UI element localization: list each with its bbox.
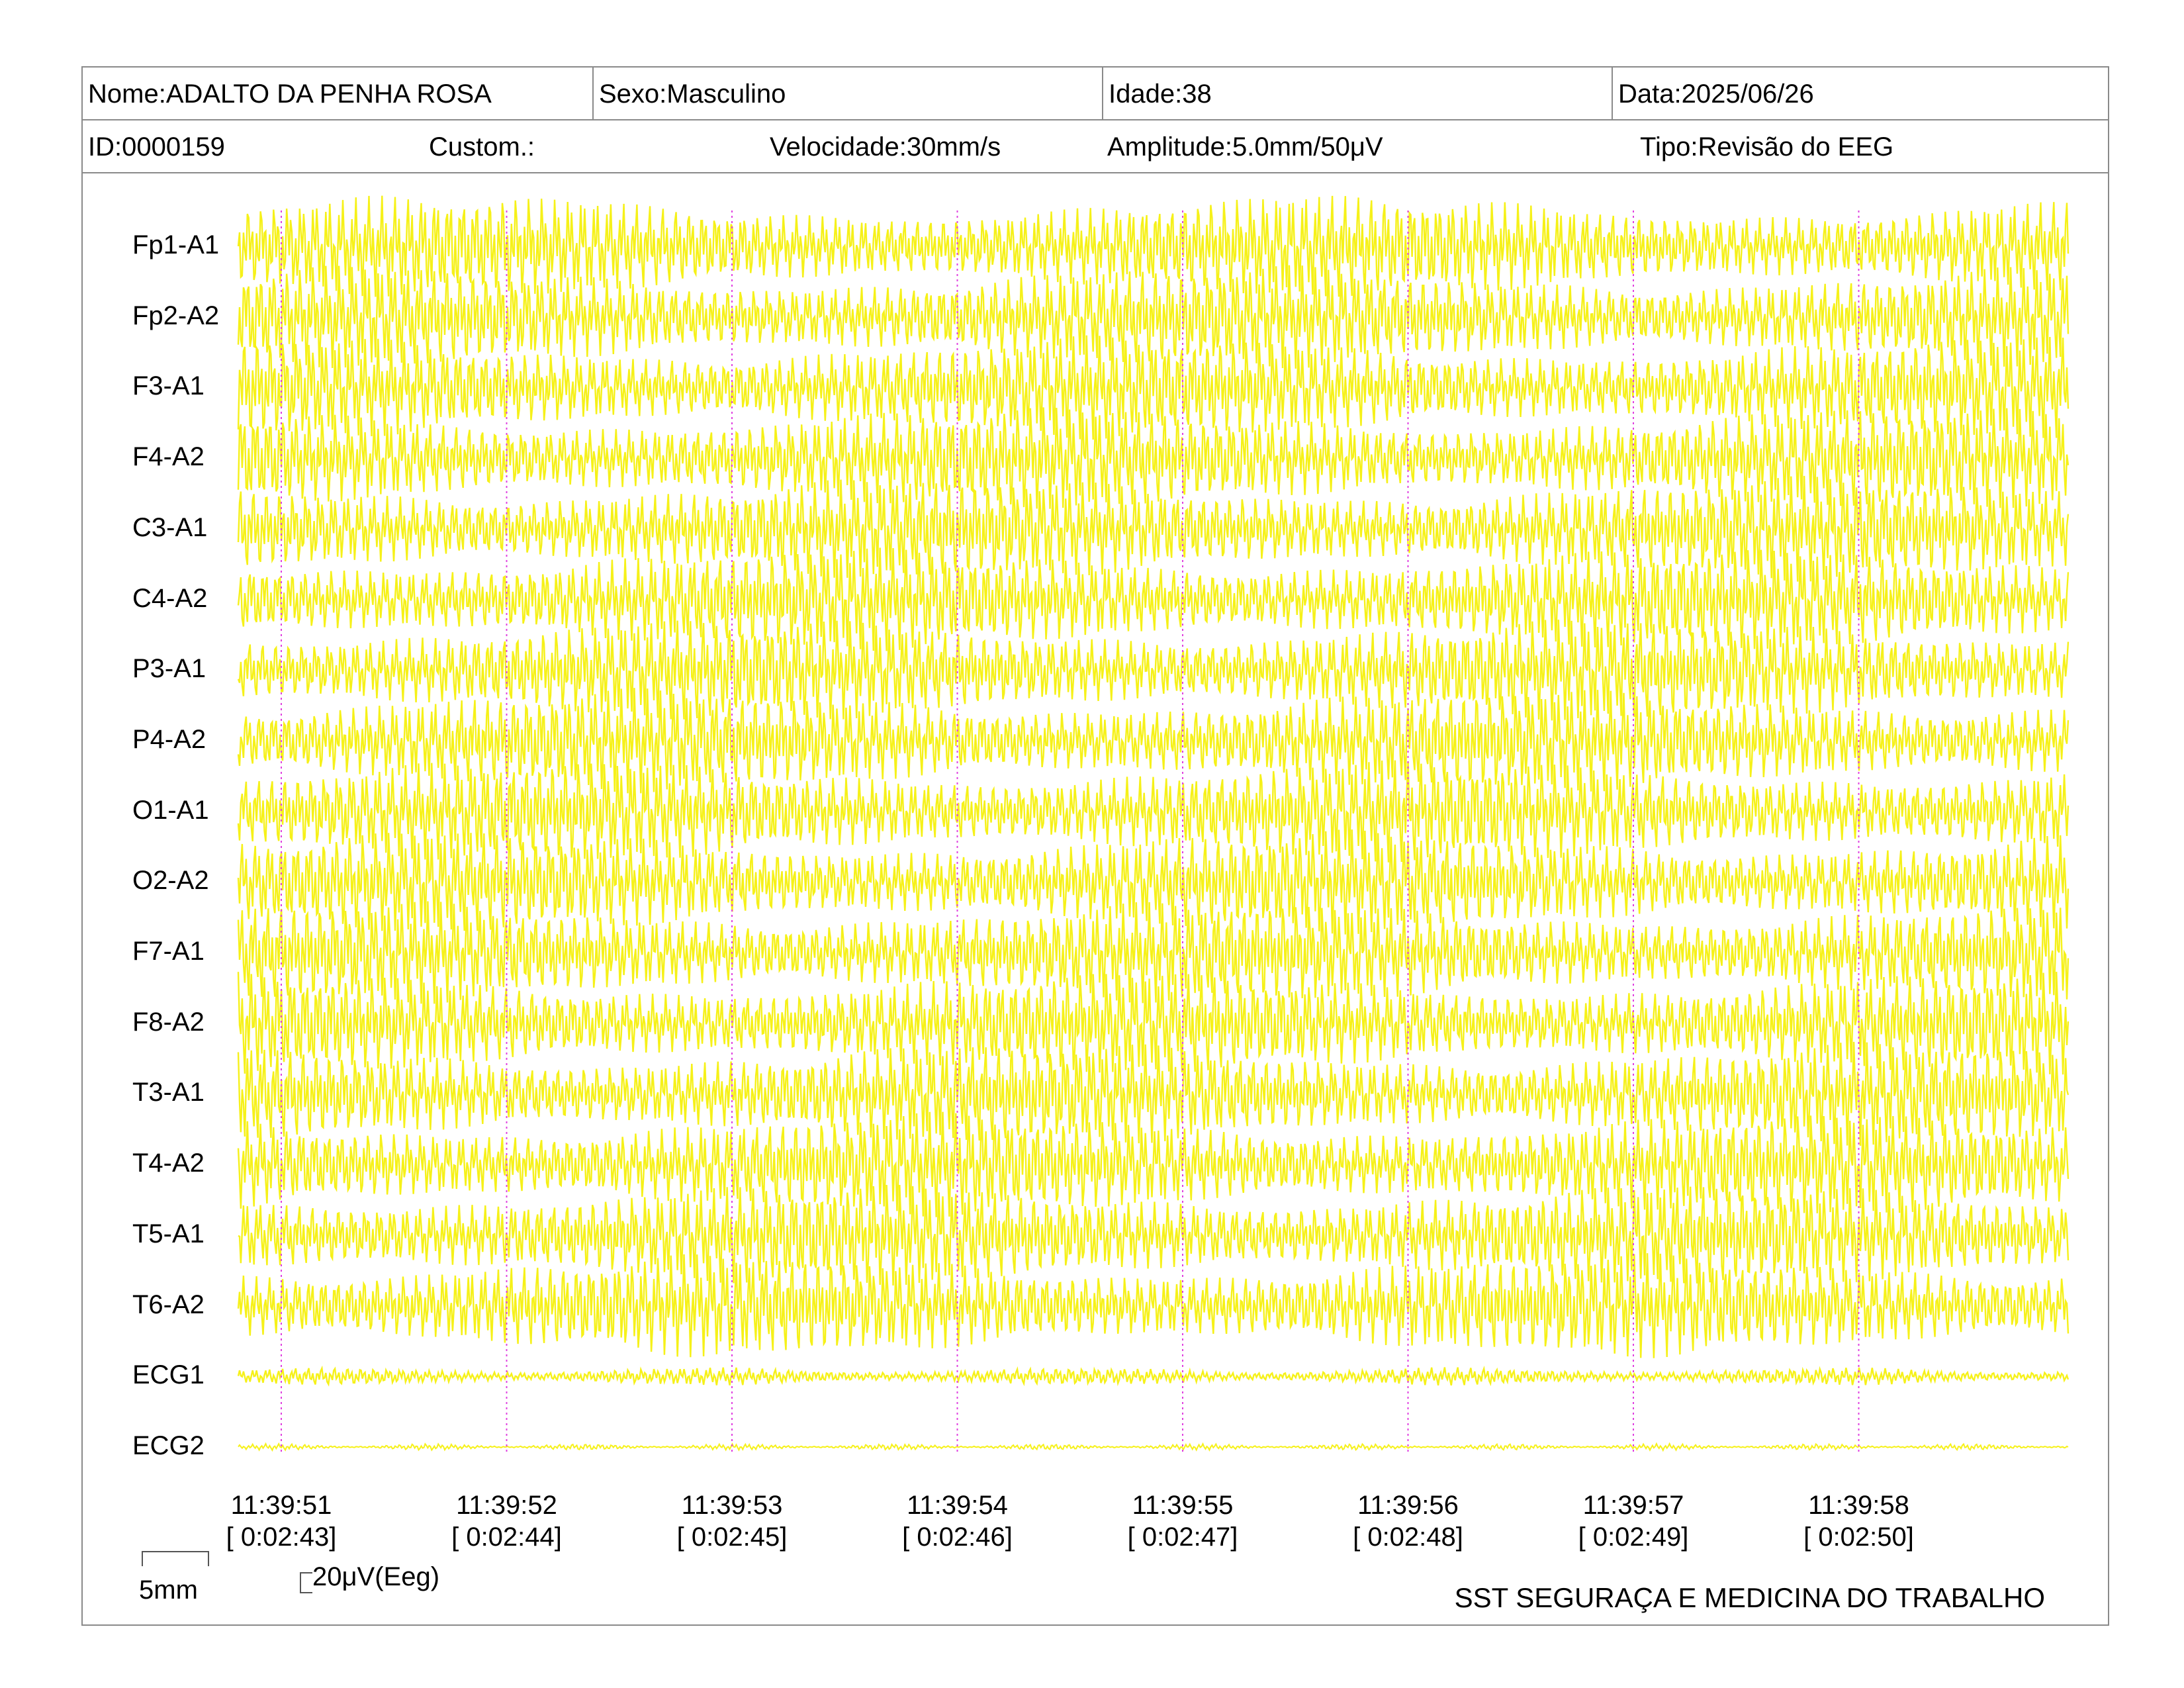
speed-setting: Velocidade:30mm/s xyxy=(770,132,1001,162)
channel-label-t4-a2: T4-A2 xyxy=(132,1149,205,1178)
channel-label-p4-a2: P4-A2 xyxy=(132,724,206,754)
trace-fp2-a2 xyxy=(237,265,2070,369)
trace-t3-a1 xyxy=(237,1041,2070,1146)
channel-label-c4-a2: C4-A2 xyxy=(132,583,208,613)
time-clock: 11:39:53 xyxy=(681,1491,783,1520)
report-frame: Nome:ADALTO DA PENHA ROSA Sexo:Masculino… xyxy=(81,66,2109,1626)
time-scale-bracket-icon xyxy=(142,1551,209,1566)
trace-t5-a1 xyxy=(238,1184,2070,1286)
time-clock: 11:39:51 xyxy=(230,1491,332,1520)
channel-label-c3-a1: C3-A1 xyxy=(132,512,208,542)
time-scale-label: 5mm xyxy=(139,1575,198,1605)
header-row-1: Nome:ADALTO DA PENHA ROSA Sexo:Masculino… xyxy=(83,68,2108,120)
channel-label-f3-a1: F3-A1 xyxy=(132,371,205,401)
patient-name: Nome:ADALTO DA PENHA ROSA xyxy=(88,79,492,109)
time-label: 11:39:53 [ 0:02:45] xyxy=(646,1489,818,1553)
time-clock: 11:39:54 xyxy=(907,1491,1008,1520)
channel-label-fp1-a1: Fp1-A1 xyxy=(132,230,220,259)
channel-label-f7-a1: F7-A1 xyxy=(132,937,205,966)
exam-date: Data:2025/06/26 xyxy=(1612,68,2108,119)
time-label: 11:39:58 [ 0:02:50] xyxy=(1773,1489,1945,1553)
time-clock: 11:39:57 xyxy=(1582,1491,1684,1520)
custom-field: Custom.: xyxy=(429,132,535,162)
amp-scale-bracket-icon xyxy=(300,1572,312,1593)
trace-t4-a2 xyxy=(237,1111,2070,1217)
time-elapsed: [ 0:02:45] xyxy=(676,1523,788,1552)
amp-scale-label: 20μV(Eeg) xyxy=(312,1562,440,1591)
channel-label-fp2-a2: Fp2-A2 xyxy=(132,301,220,330)
trace-t6-a2 xyxy=(237,1253,2070,1358)
channel-label-t3-a1: T3-A1 xyxy=(132,1078,205,1107)
time-label: 11:39:55 [ 0:02:47] xyxy=(1097,1489,1269,1553)
time-clock: 11:39:56 xyxy=(1357,1491,1459,1520)
exam-id: ID:0000159 xyxy=(88,132,225,162)
trace-ecg2 xyxy=(238,1442,2069,1452)
channel-label-p3-a1: P3-A1 xyxy=(132,654,206,684)
trace-f7-a1 xyxy=(237,901,2070,1004)
time-elapsed: [ 0:02:49] xyxy=(1578,1523,1689,1552)
time-elapsed: [ 0:02:43] xyxy=(226,1523,337,1552)
time-clock: 11:39:52 xyxy=(456,1491,557,1520)
header-row-2: ID:0000159 Custom.: Velocidade:30mm/s Am… xyxy=(83,120,2108,173)
amplitude-setting: Amplitude:5.0mm/50μV xyxy=(1107,132,1383,162)
time-clock: 11:39:55 xyxy=(1132,1491,1234,1520)
channel-label-ecg1: ECG1 xyxy=(132,1360,205,1390)
trace-ecg1 xyxy=(237,1365,2070,1387)
trace-o1-a1 xyxy=(237,760,2070,863)
time-elapsed: [ 0:02:44] xyxy=(451,1523,562,1552)
trace-p3-a1 xyxy=(237,620,2070,721)
patient-sex: Sexo:Masculino xyxy=(592,68,1102,119)
time-elapsed: [ 0:02:50] xyxy=(1803,1523,1914,1552)
exam-type: Tipo:Revisão do EEG xyxy=(1640,132,1894,162)
time-label: 11:39:51 [ 0:02:43] xyxy=(195,1489,367,1553)
time-clock: 11:39:58 xyxy=(1808,1491,1909,1520)
channel-label-ecg2: ECG2 xyxy=(132,1430,205,1460)
time-label: 11:39:56 [ 0:02:48] xyxy=(1322,1489,1494,1553)
trace-f8-a2 xyxy=(237,972,2070,1075)
time-label: 11:39:54 [ 0:02:46] xyxy=(872,1489,1044,1553)
trace-o2-a2 xyxy=(237,829,2070,935)
trace-c4-a2 xyxy=(237,547,2070,651)
time-elapsed: [ 0:02:46] xyxy=(902,1523,1013,1552)
trace-f3-a1 xyxy=(237,335,2070,440)
trace-f4-a2 xyxy=(237,407,2070,509)
channel-label-t6-a2: T6-A2 xyxy=(132,1289,205,1319)
time-elapsed: [ 0:02:47] xyxy=(1127,1523,1238,1552)
trace-c3-a1 xyxy=(237,475,2070,582)
time-label: 11:39:57 [ 0:02:49] xyxy=(1547,1489,1719,1553)
channel-label-o2-a2: O2-A2 xyxy=(132,866,209,896)
channel-label-f4-a2: F4-A2 xyxy=(132,442,205,472)
patient-age: Idade:38 xyxy=(1102,68,1612,119)
trace-fp1-a1 xyxy=(237,195,2070,297)
channel-label-f8-a2: F8-A2 xyxy=(132,1007,205,1037)
company-name: SST SEGURAÇA E MEDICINA DO TRABALHO xyxy=(1454,1582,2045,1613)
time-label: 11:39:52 [ 0:02:44] xyxy=(421,1489,593,1553)
trace-p4-a2 xyxy=(237,688,2070,794)
time-elapsed: [ 0:02:48] xyxy=(1353,1523,1463,1552)
channel-label-o1-a1: O1-A1 xyxy=(132,795,209,825)
channel-label-t5-a1: T5-A1 xyxy=(132,1219,205,1248)
